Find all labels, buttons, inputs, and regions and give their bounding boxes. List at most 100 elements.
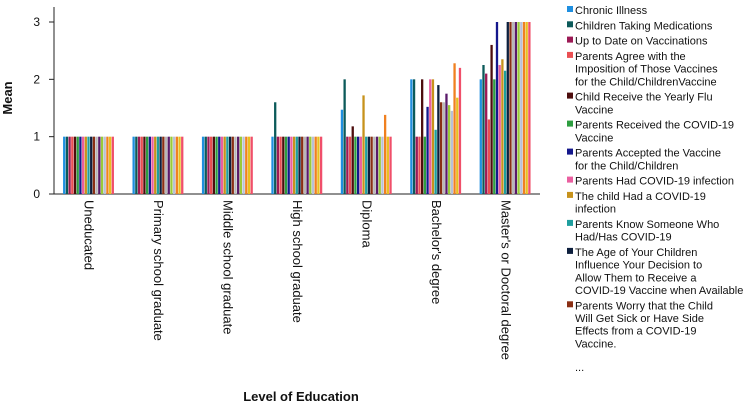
legend-item: Parents Know Someone Who Had/Has COVID-19 bbox=[567, 219, 719, 244]
bar bbox=[228, 136, 232, 194]
legend-label: Chronic Illness bbox=[575, 5, 648, 17]
bar bbox=[415, 136, 418, 194]
bar bbox=[143, 136, 146, 194]
legend-label: The Age of Your Children Influence Your D… bbox=[575, 247, 743, 297]
legend-item: Parents Agree with the Imposition of Thos… bbox=[567, 51, 718, 88]
legend-item: Child Receive the Yearly Flu Vaccine bbox=[567, 92, 713, 117]
bar bbox=[528, 22, 531, 194]
bar bbox=[210, 136, 213, 194]
bar bbox=[309, 136, 312, 194]
bar bbox=[343, 79, 346, 194]
bar bbox=[365, 136, 368, 194]
bar bbox=[239, 136, 243, 194]
bar bbox=[503, 70, 507, 194]
bar bbox=[132, 136, 135, 194]
bar bbox=[92, 136, 96, 194]
bar bbox=[284, 136, 288, 194]
bar bbox=[517, 22, 520, 194]
bar bbox=[437, 85, 440, 194]
bar bbox=[156, 136, 160, 194]
legend-item: Parents Accepted the Vaccine for the Chil… bbox=[567, 148, 721, 173]
bar bbox=[381, 136, 384, 194]
bar bbox=[311, 136, 315, 194]
bar bbox=[351, 126, 354, 194]
legend-swatch bbox=[567, 301, 573, 308]
bar bbox=[295, 136, 298, 194]
bar bbox=[423, 136, 427, 194]
bar bbox=[520, 22, 523, 194]
y-axis-title: Mean bbox=[0, 81, 15, 114]
bar bbox=[234, 136, 237, 194]
bar bbox=[367, 136, 371, 194]
bar bbox=[389, 136, 392, 194]
legend-label: Parents Know Someone Who Had/Has COVID-19 bbox=[575, 219, 719, 244]
bar bbox=[223, 136, 226, 194]
bar bbox=[410, 79, 413, 194]
x-axis-title: Level of Education bbox=[243, 389, 359, 404]
bar bbox=[231, 136, 234, 194]
legend-item: The child Had a COVID-19 infection bbox=[567, 191, 706, 216]
bar bbox=[164, 136, 168, 194]
legend-swatch bbox=[567, 21, 573, 28]
bar bbox=[378, 136, 381, 194]
bar bbox=[490, 44, 493, 195]
bar bbox=[346, 136, 349, 194]
legend-label: The child Had a COVID-19 infection bbox=[575, 191, 706, 216]
legend-swatch bbox=[567, 92, 573, 99]
bar bbox=[178, 136, 181, 194]
bar bbox=[245, 136, 248, 194]
bar bbox=[501, 59, 504, 194]
x-tick-label: Primary school graduate bbox=[151, 200, 166, 341]
bar bbox=[111, 136, 114, 194]
legend-label: Child Receive the Yearly Flu Vaccine bbox=[575, 92, 713, 117]
bar bbox=[439, 102, 443, 194]
bar bbox=[306, 136, 309, 194]
bar bbox=[482, 65, 485, 194]
legend-item: Parents Had COVID-19 infection bbox=[567, 176, 734, 188]
bar bbox=[172, 136, 176, 194]
bar bbox=[271, 136, 274, 194]
bar bbox=[201, 136, 205, 194]
bar bbox=[218, 136, 221, 194]
legend-swatch bbox=[567, 219, 573, 226]
bar bbox=[103, 136, 106, 194]
legend-swatch bbox=[567, 6, 573, 12]
bar bbox=[429, 79, 432, 194]
legend-label: Parents Agree with the Imposition of Thos… bbox=[575, 51, 718, 88]
bar bbox=[373, 136, 376, 194]
x-tick-label: Uneducated bbox=[82, 200, 97, 270]
bar bbox=[498, 65, 501, 194]
legend-item: Children Taking Medications bbox=[567, 20, 713, 32]
bar bbox=[354, 136, 357, 194]
legend-item: Chronic Illness bbox=[567, 5, 648, 17]
bar bbox=[237, 136, 240, 194]
bar bbox=[212, 136, 216, 194]
bar bbox=[442, 102, 445, 194]
bar bbox=[485, 73, 488, 194]
bar bbox=[71, 136, 74, 194]
bar bbox=[106, 136, 109, 194]
y-tick-label: 0 bbox=[33, 187, 40, 201]
bar bbox=[167, 136, 170, 194]
bar bbox=[154, 136, 157, 194]
bar bbox=[135, 136, 138, 194]
bar bbox=[274, 102, 277, 194]
bar bbox=[303, 136, 307, 194]
x-tick-label: Diploma bbox=[359, 200, 374, 248]
legend-item: Parents Received the COVID-19 Vaccine bbox=[567, 120, 734, 144]
bar bbox=[100, 136, 104, 194]
legend-item: Parents Worry that the Child Will Get Sic… bbox=[567, 300, 713, 350]
bar bbox=[525, 22, 528, 194]
bar bbox=[170, 136, 173, 194]
bar bbox=[90, 136, 93, 194]
bar bbox=[450, 110, 454, 194]
bar bbox=[279, 136, 282, 194]
legend-swatch bbox=[567, 148, 573, 155]
bar bbox=[434, 129, 437, 194]
legend-label: Parents Accepted the Vaccine for the Chil… bbox=[575, 148, 721, 173]
bar bbox=[317, 136, 320, 194]
bar bbox=[512, 22, 515, 194]
bar bbox=[370, 136, 373, 194]
bar bbox=[493, 79, 496, 194]
bar bbox=[282, 136, 285, 194]
